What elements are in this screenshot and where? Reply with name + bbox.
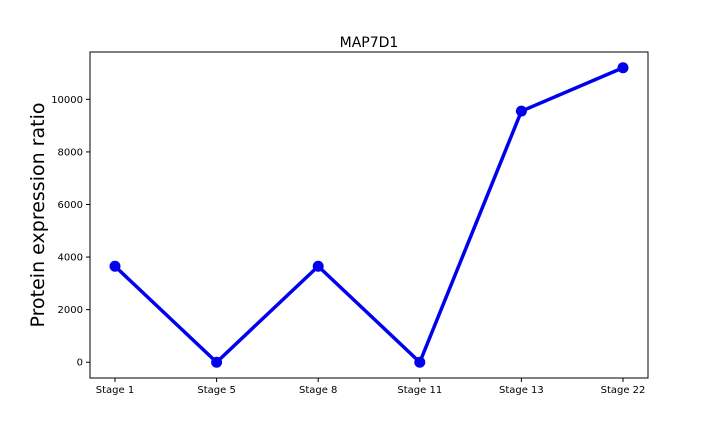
y-axis-label: Protein expression ratio bbox=[27, 103, 49, 328]
series-layer bbox=[109, 62, 629, 368]
data-point bbox=[515, 105, 527, 117]
data-point bbox=[414, 356, 426, 368]
series-line bbox=[113, 66, 624, 366]
x-tick-label: Stage 22 bbox=[601, 385, 646, 396]
y-tick-label: 2000 bbox=[58, 305, 83, 316]
y-tick-label: 10000 bbox=[51, 95, 83, 106]
x-axis-ticks: Stage 1 Stage 5 Stage 8 Stage 11 Stage 13 Sta… bbox=[96, 378, 646, 396]
data-point bbox=[109, 260, 121, 272]
x-tick-label: Stage 1 bbox=[96, 385, 134, 396]
y-tick-label: 6000 bbox=[58, 200, 83, 211]
x-tick-label: Stage 8 bbox=[299, 385, 337, 396]
data-point bbox=[617, 62, 629, 74]
x-tick-label: Stage 5 bbox=[197, 385, 235, 396]
data-point bbox=[312, 260, 324, 272]
x-tick-label: Stage 13 bbox=[499, 385, 544, 396]
y-tick-label: 4000 bbox=[58, 253, 83, 264]
plot-frame bbox=[89, 51, 649, 379]
y-axis-ticks: 0 2000 4000 6000 8000 10000 bbox=[51, 95, 90, 369]
data-point bbox=[211, 356, 223, 368]
y-tick-label: 0 bbox=[77, 358, 83, 369]
y-tick-label: 8000 bbox=[58, 147, 83, 158]
chart-title: MAP7D1 bbox=[340, 35, 399, 51]
x-tick-label: Stage 11 bbox=[397, 385, 442, 396]
